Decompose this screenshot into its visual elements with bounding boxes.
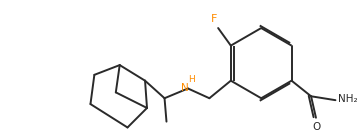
Text: H: H xyxy=(188,75,195,84)
Text: F: F xyxy=(211,14,217,24)
Text: N: N xyxy=(181,82,189,92)
Text: NH₂: NH₂ xyxy=(338,94,357,104)
Text: O: O xyxy=(313,122,321,132)
